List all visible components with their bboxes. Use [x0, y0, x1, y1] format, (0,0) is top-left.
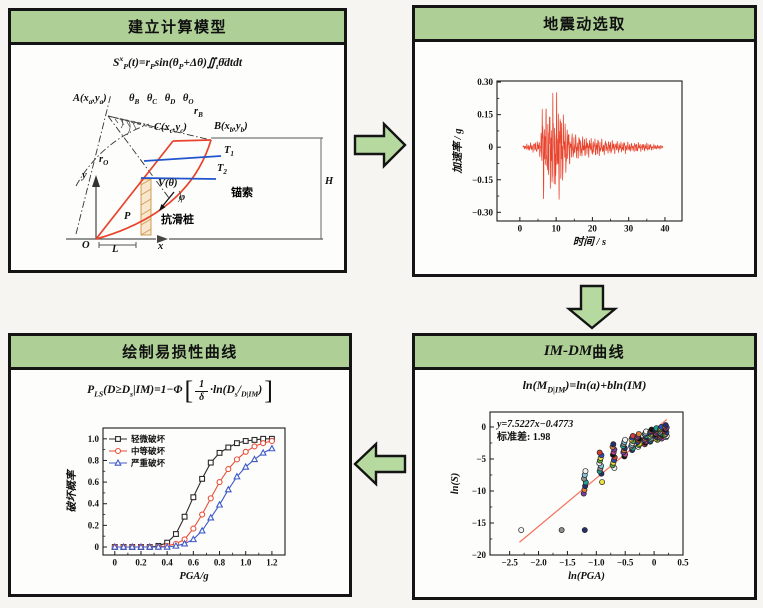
svg-text:0: 0 — [482, 422, 487, 432]
label-height-h: H — [325, 176, 334, 187]
svg-text:0.2: 0.2 — [88, 520, 100, 530]
label-radius-o: rO — [99, 154, 109, 168]
svg-text:−0.30: −0.30 — [472, 207, 493, 217]
panel-title-fragility: 绘制易损性曲线 — [11, 336, 349, 370]
svg-text:0.4: 0.4 — [162, 558, 174, 568]
svg-text:PGA/g: PGA/g — [179, 571, 208, 582]
svg-text:−20: −20 — [472, 550, 487, 560]
svg-text:0: 0 — [518, 224, 523, 234]
svg-text:0.6: 0.6 — [188, 558, 200, 568]
svg-text:40: 40 — [660, 224, 670, 234]
label-theta-angles: θB θC θD θO — [129, 93, 194, 107]
svg-text:ln(S): ln(S) — [450, 473, 461, 495]
svg-text:0.2: 0.2 — [135, 558, 147, 568]
svg-text:1.0: 1.0 — [88, 434, 100, 444]
label-pile-p: P — [124, 211, 131, 222]
svg-text:0: 0 — [489, 142, 494, 152]
svg-text:−15: −15 — [472, 518, 487, 528]
model-equation: SxP(t)=rPsin(θP+Δθ)∬tθ̈dtdt — [112, 54, 243, 72]
svg-text:0.30: 0.30 — [477, 77, 493, 87]
flow-arrow-left-icon — [352, 438, 408, 495]
svg-text:0: 0 — [652, 558, 657, 568]
svg-text:严重破坏: 严重破坏 — [130, 458, 166, 468]
panel-ground-motion: 地震动选取 0 10 20 30 40 0.30 0.15 0 −0.15 −0.30 时间 / s… — [412, 5, 757, 277]
svg-text:0: 0 — [95, 542, 100, 552]
panel-fragility: 绘制易损性曲线 PLS(D≥Ds|IM)=1−Φ [ 1 δ ·ln(Ds/D|… — [8, 333, 352, 597]
label-anti-slide-pile: 抗滑桩 — [161, 214, 194, 226]
panel-title-fragility-text: 绘制易损性曲线 — [122, 344, 238, 361]
svg-text:0.6: 0.6 — [88, 477, 100, 487]
svg-text:0.5: 0.5 — [677, 558, 689, 568]
svg-text:0.8: 0.8 — [88, 455, 100, 465]
svg-text:中等破坏: 中等破坏 — [131, 446, 166, 456]
im-dm-equation: ln(MD|IM)=ln(a)+bln(IM) — [522, 378, 647, 395]
im-dm-scatter-chart: −2.5 −2.0 −1.5 −1.0 −0.5 0 0.5 0 −5 −10 −15 −20 ln(P… — [415, 398, 754, 594]
label-axis-y: y — [82, 170, 87, 181]
label-point-c: C(xc,yc) — [154, 122, 187, 136]
panel-title-model-text: 建立计算模型 — [127, 19, 227, 36]
svg-text:10: 10 — [552, 224, 562, 234]
svg-text:时间 / s: 时间 / s — [573, 236, 606, 248]
label-length-l: L — [112, 244, 119, 255]
svg-text:−0.15: −0.15 — [472, 175, 493, 185]
svg-text:1.0: 1.0 — [240, 558, 252, 568]
panel-title-ground-motion-text: 地震动选取 — [543, 16, 626, 33]
panel-title-im-dm-latin: IM-DM — [543, 343, 593, 359]
fragility-curves-chart: 0 0.2 0.4 0.6 0.8 1.0 1.2 0 0.2 0.4 0.6 0.8 1.0 PGA/g… — [11, 410, 349, 596]
panel-im-dm: IM-DM 曲线 ln(MD|IM)=ln(a)+bln(IM) −2.5 −2.0… — [412, 333, 757, 600]
svg-text:0.8: 0.8 — [214, 558, 226, 568]
svg-text:−2.5: −2.5 — [501, 558, 518, 568]
label-point-a: A(xa,ya) — [73, 93, 107, 107]
svg-text:1.2: 1.2 — [266, 558, 278, 568]
label-axis-x: x — [158, 241, 164, 252]
flow-arrow-down-icon — [565, 283, 619, 336]
label-radius-b: rB — [194, 106, 203, 120]
svg-text:−10: −10 — [472, 486, 487, 496]
svg-text:−0.5: −0.5 — [617, 558, 634, 568]
svg-text:30: 30 — [624, 224, 634, 234]
label-cable-t1: T1 — [224, 145, 234, 159]
label-point-b: B(xb,yb) — [214, 121, 248, 135]
fragility-eq-open-bracket: [ — [184, 376, 194, 405]
svg-text:轻微破坏: 轻微破坏 — [131, 434, 166, 444]
fragility-eq-fraction: 1 δ — [195, 379, 209, 403]
svg-text:y=7.5227x−0.4773: y=7.5227x−0.4773 — [496, 419, 573, 430]
label-phi: φ — [179, 192, 186, 203]
svg-text:破坏概率: 破坏概率 — [65, 468, 78, 512]
svg-text:20: 20 — [588, 224, 598, 234]
svg-text:0.4: 0.4 — [88, 499, 100, 509]
svg-text:ln(PGA): ln(PGA) — [568, 571, 605, 582]
slope-model-drawing — [66, 93, 323, 248]
svg-text:−5: −5 — [476, 454, 486, 464]
fragility-eq-close-bracket: ] — [264, 376, 273, 405]
model-diagram: SxP(t)=rPsin(θP+Δθ)∬tθ̈dtdt A(xa,ya) θB … — [11, 45, 344, 273]
flow-arrow-right-icon — [352, 120, 408, 175]
label-origin-o: O — [82, 240, 90, 251]
label-cable-t2: T2 — [217, 163, 227, 177]
svg-text:标准差: 1.98: 标准差: 1.98 — [496, 430, 550, 443]
svg-text:−2.0: −2.0 — [530, 558, 547, 568]
panel-title-im-dm-cjk: 曲线 — [592, 344, 626, 361]
label-anchor-cable: 锚索 — [231, 187, 253, 199]
panel-title-ground-motion: 地震动选取 — [415, 8, 754, 42]
fragility-eq-prefix: PLS(D≥Ds|IM)=1−Φ — [87, 383, 183, 399]
panel-model: 建立计算模型 — [8, 8, 347, 273]
svg-text:−1.0: −1.0 — [588, 558, 605, 568]
svg-text:0: 0 — [113, 558, 118, 568]
svg-text:−1.5: −1.5 — [559, 558, 576, 568]
fragility-eq-suffix: ·ln(Ds/D|IM) — [210, 383, 263, 399]
label-velocity: V(θ) — [158, 178, 178, 189]
svg-text:0.15: 0.15 — [477, 110, 493, 120]
panel-title-im-dm: IM-DM 曲线 — [415, 336, 754, 370]
svg-text:加速率 / g: 加速率 / g — [451, 129, 464, 175]
acceleration-time-history-chart: 0 10 20 30 40 0.30 0.15 0 −0.15 −0.30 时间 / s 加速率 / … — [415, 45, 754, 272]
fragility-equation: PLS(D≥Ds|IM)=1−Φ [ 1 δ ·ln(Ds/D|IM) ] — [11, 370, 349, 410]
panel-title-model: 建立计算模型 — [11, 11, 344, 45]
